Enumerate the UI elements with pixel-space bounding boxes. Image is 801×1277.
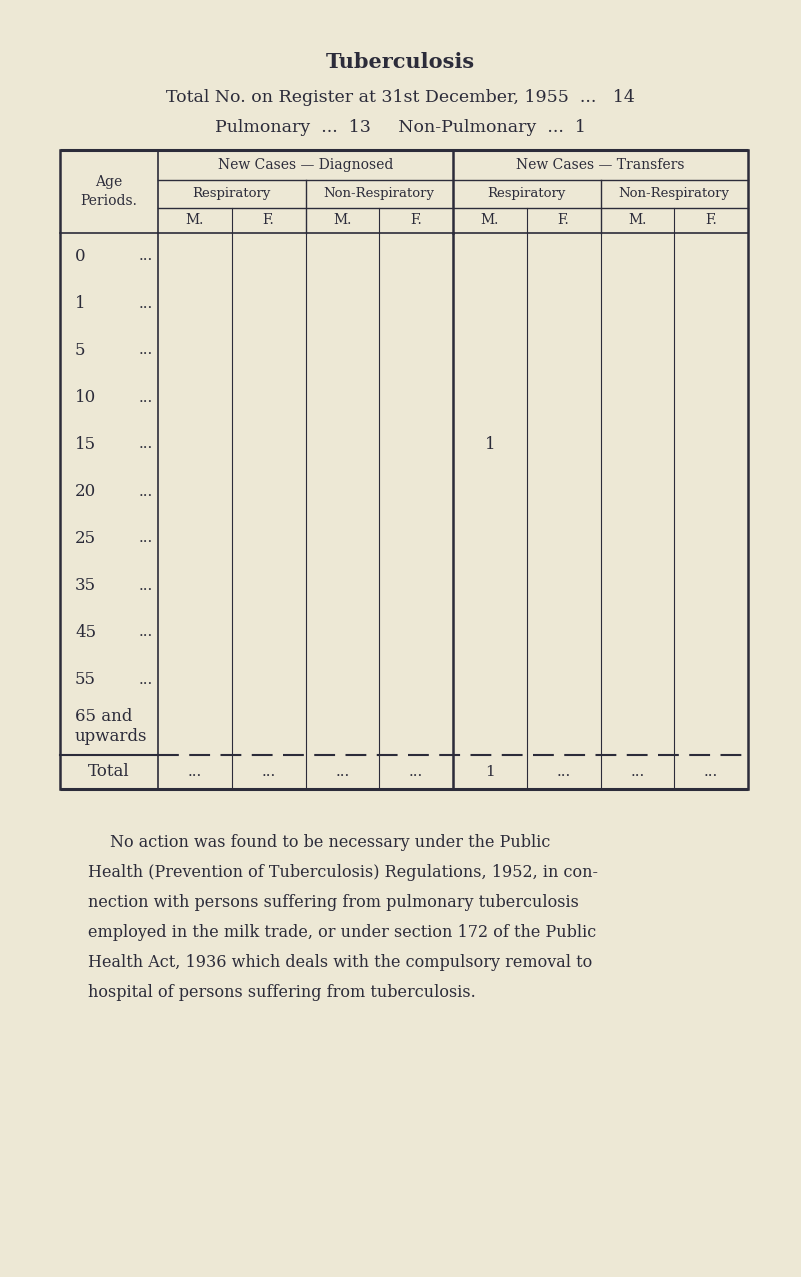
Text: 15: 15 bbox=[75, 435, 96, 453]
Text: ...: ... bbox=[139, 249, 153, 263]
Text: 25: 25 bbox=[75, 530, 96, 547]
Text: ...: ... bbox=[139, 438, 153, 452]
Text: 1: 1 bbox=[485, 765, 495, 779]
Text: ...: ... bbox=[557, 765, 571, 779]
Text: ...: ... bbox=[704, 765, 718, 779]
Text: hospital of persons suffering from tuberculosis.: hospital of persons suffering from tuber… bbox=[88, 985, 476, 1001]
Text: ...: ... bbox=[409, 765, 423, 779]
Text: 20: 20 bbox=[75, 483, 96, 501]
Text: 35: 35 bbox=[75, 577, 96, 594]
Text: F.: F. bbox=[263, 213, 275, 227]
Text: 5: 5 bbox=[75, 342, 86, 359]
Text: ...: ... bbox=[139, 296, 153, 310]
Text: employed in the milk trade, or under section 172 of the Public: employed in the milk trade, or under sec… bbox=[88, 925, 596, 941]
Text: 1: 1 bbox=[75, 295, 86, 312]
Text: F.: F. bbox=[705, 213, 717, 227]
Text: ...: ... bbox=[139, 626, 153, 640]
Text: Respiratory: Respiratory bbox=[488, 188, 566, 200]
Text: New Cases — Transfers: New Cases — Transfers bbox=[517, 158, 685, 172]
Text: Health Act, 1936 which deals with the compulsory removal to: Health Act, 1936 which deals with the co… bbox=[88, 954, 592, 971]
Text: Pulmonary  ...  13     Non-Pulmonary  ...  1: Pulmonary ... 13 Non-Pulmonary ... 1 bbox=[215, 119, 586, 135]
Text: 10: 10 bbox=[75, 389, 96, 406]
Text: ...: ... bbox=[261, 765, 276, 779]
Text: 1: 1 bbox=[485, 435, 495, 453]
Text: ...: ... bbox=[630, 765, 645, 779]
Text: No action was found to be necessary under the Public: No action was found to be necessary unde… bbox=[110, 834, 550, 850]
Text: ...: ... bbox=[139, 578, 153, 593]
Text: ...: ... bbox=[139, 673, 153, 687]
Text: M.: M. bbox=[481, 213, 499, 227]
Text: F.: F. bbox=[557, 213, 570, 227]
Text: Non-Respiratory: Non-Respiratory bbox=[324, 188, 435, 200]
Text: M.: M. bbox=[333, 213, 352, 227]
Text: ...: ... bbox=[139, 391, 153, 405]
Text: 45: 45 bbox=[75, 624, 96, 641]
Text: Age
Periods.: Age Periods. bbox=[81, 175, 138, 208]
Text: New Cases — Diagnosed: New Cases — Diagnosed bbox=[218, 158, 393, 172]
Text: 55: 55 bbox=[75, 670, 96, 688]
Text: Non-Respiratory: Non-Respiratory bbox=[618, 188, 730, 200]
Text: M.: M. bbox=[186, 213, 204, 227]
Text: Total No. on Register at 31st December, 1955  ...   14: Total No. on Register at 31st December, … bbox=[166, 88, 634, 106]
Text: ...: ... bbox=[139, 531, 153, 545]
Text: M.: M. bbox=[628, 213, 646, 227]
Text: Total: Total bbox=[88, 764, 130, 780]
Text: ...: ... bbox=[139, 484, 153, 498]
Text: ...: ... bbox=[187, 765, 202, 779]
Text: nection with persons suffering from pulmonary tuberculosis: nection with persons suffering from pulm… bbox=[88, 894, 579, 911]
Text: ...: ... bbox=[336, 765, 349, 779]
Text: Health (Prevention of Tuberculosis) Regulations, 1952, in con-: Health (Prevention of Tuberculosis) Regu… bbox=[88, 865, 598, 881]
Text: Tuberculosis: Tuberculosis bbox=[325, 52, 474, 72]
Text: ...: ... bbox=[139, 344, 153, 358]
Text: 65 and
upwards: 65 and upwards bbox=[75, 709, 147, 744]
Text: F.: F. bbox=[410, 213, 422, 227]
Text: 0: 0 bbox=[75, 248, 86, 266]
Text: Respiratory: Respiratory bbox=[192, 188, 271, 200]
